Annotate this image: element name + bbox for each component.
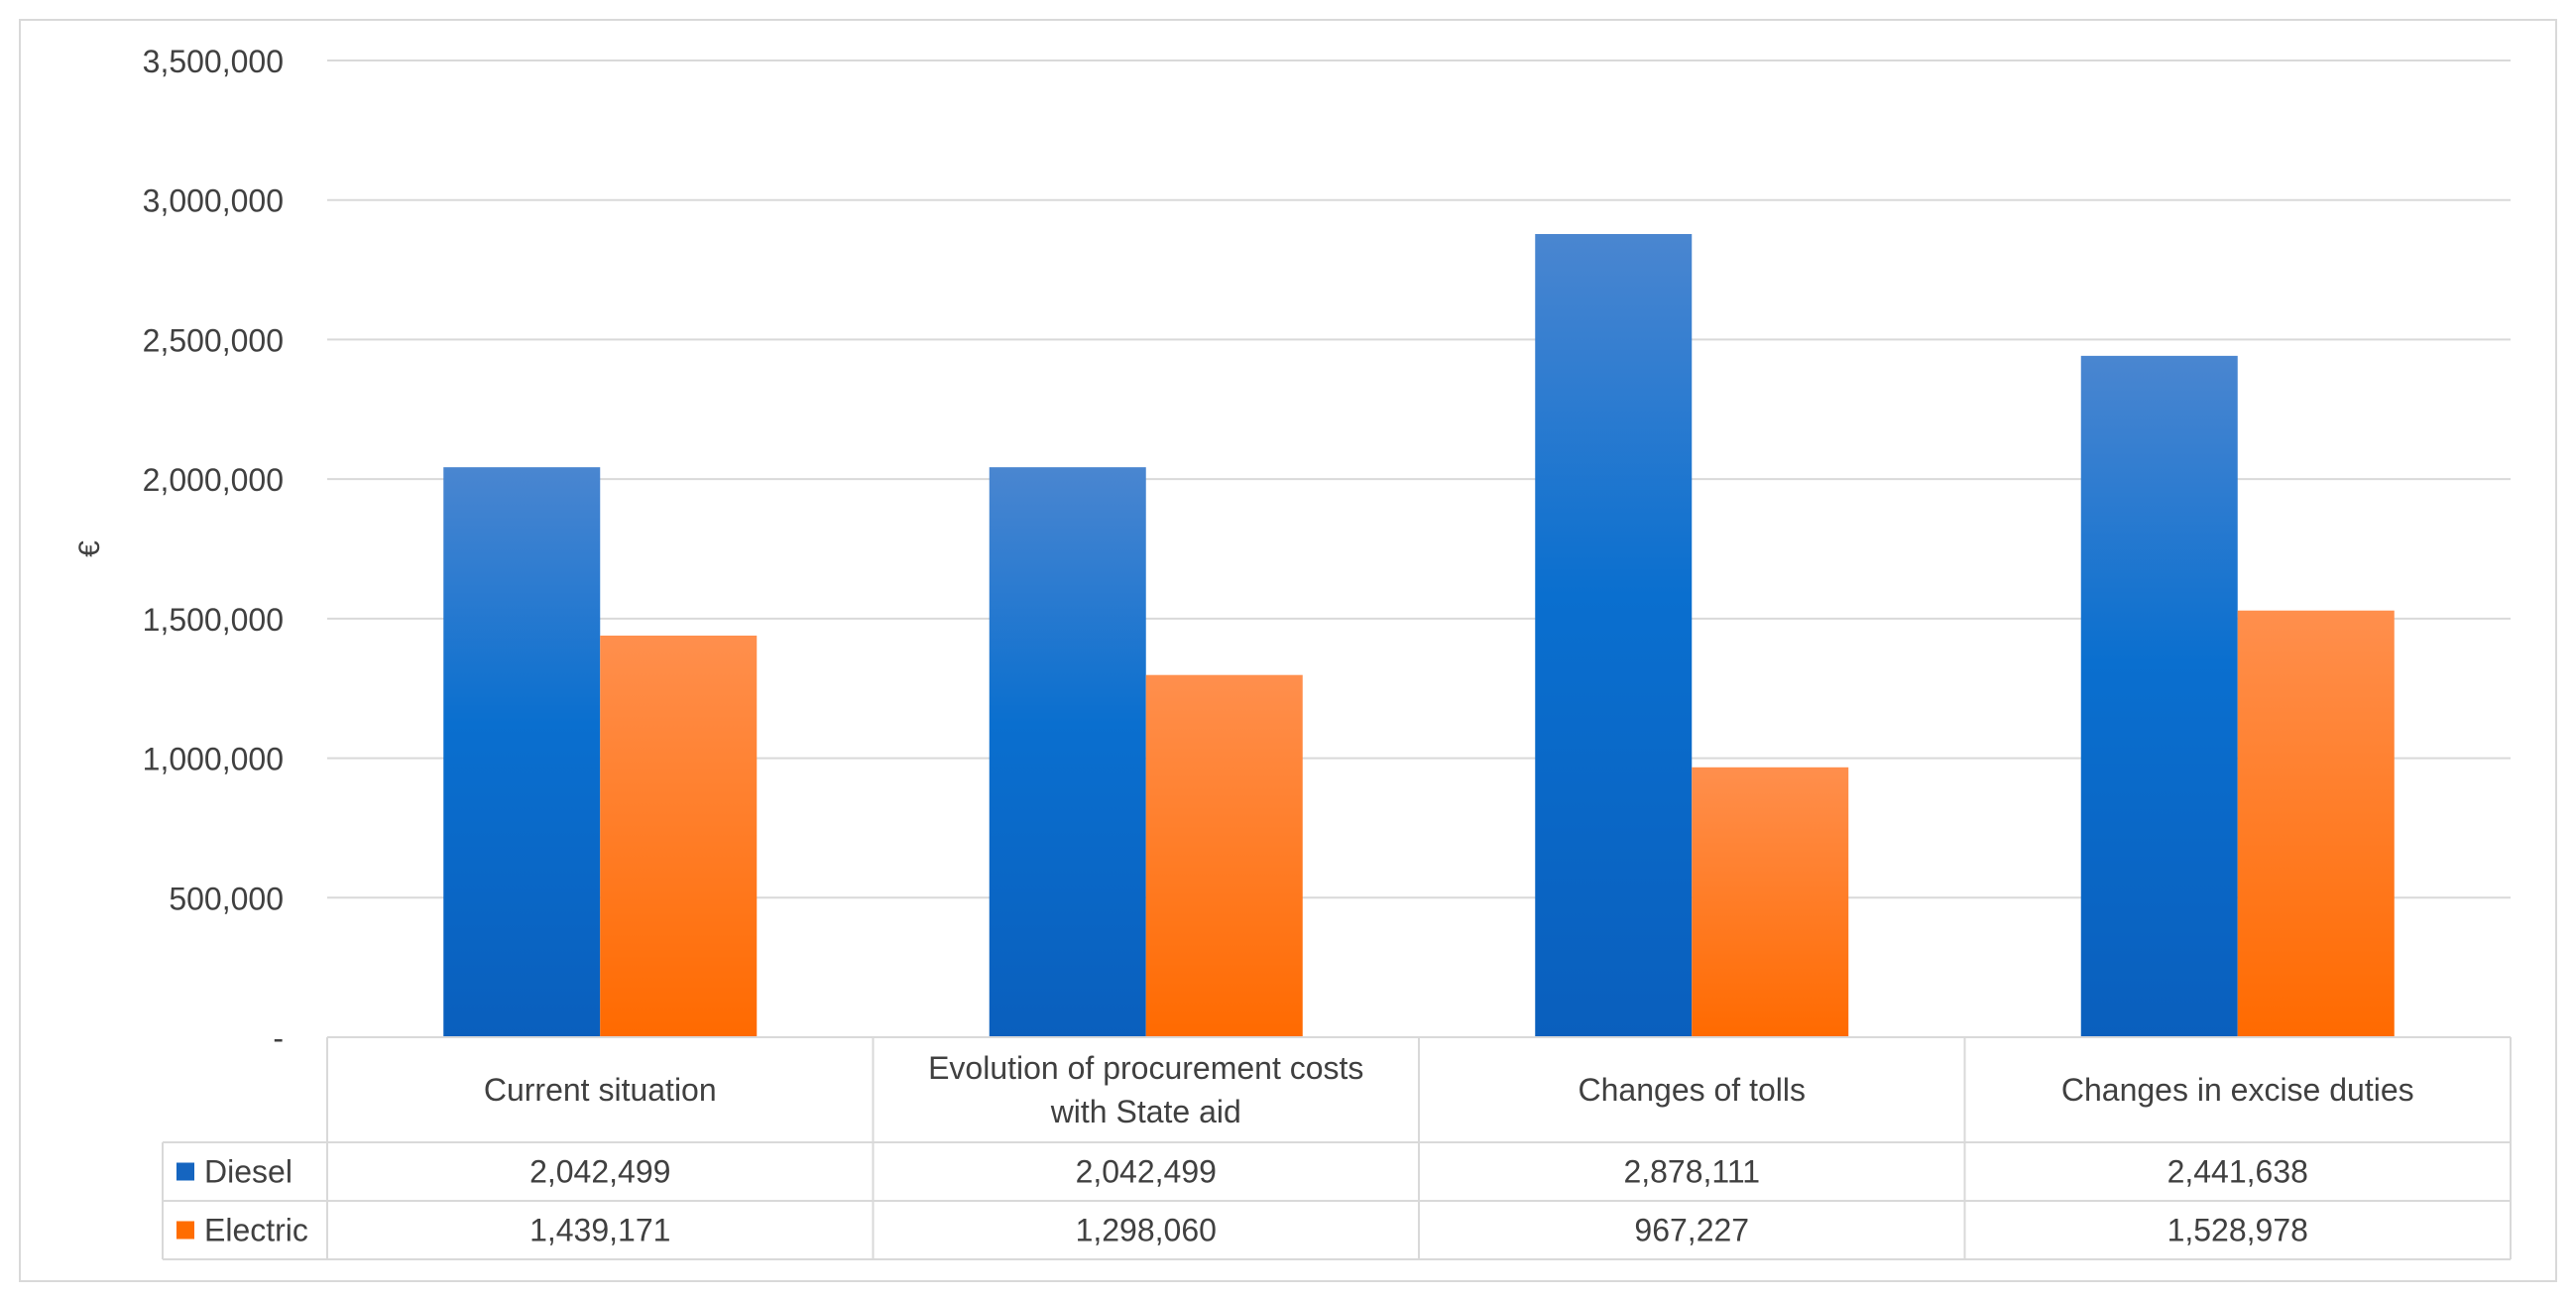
- category-label: Current situation: [484, 1072, 717, 1108]
- bar-diesel: [2080, 355, 2238, 1038]
- bar-electric: [1692, 767, 1849, 1037]
- legend-label-diesel: Diesel: [204, 1154, 293, 1190]
- legend-label-electric: Electric: [204, 1213, 308, 1248]
- bar-diesel: [443, 467, 601, 1037]
- data-value-label: 2,042,499: [529, 1154, 670, 1190]
- data-value-label: 967,227: [1634, 1213, 1749, 1248]
- bar-diesel: [989, 467, 1146, 1037]
- y-tick-label: 3,000,000: [143, 183, 284, 219]
- y-tick-label: 500,000: [169, 881, 284, 916]
- y-tick-label: 3,500,000: [143, 44, 284, 79]
- legend-swatch-diesel: [176, 1162, 194, 1181]
- y-tick-label: 2,500,000: [143, 322, 284, 358]
- bar-electric: [600, 635, 758, 1037]
- bar-electric: [2237, 610, 2395, 1037]
- y-axis-label: €: [73, 540, 106, 557]
- data-value-label: 1,439,171: [529, 1213, 670, 1248]
- data-value-label: 1,298,060: [1076, 1213, 1217, 1248]
- category-label: Evolution of procurement costs: [928, 1050, 1363, 1086]
- data-value-label: 2,441,638: [2167, 1154, 2308, 1190]
- y-tick-label: 2,000,000: [143, 462, 284, 498]
- bar-electric: [1145, 674, 1303, 1037]
- y-tick-label: 1,500,000: [143, 602, 284, 638]
- y-tick-label: 1,000,000: [143, 742, 284, 777]
- bar-diesel: [1535, 234, 1693, 1037]
- category-label: Changes in excise duties: [2061, 1072, 2414, 1108]
- category-label: with State aid: [1050, 1094, 1241, 1129]
- data-value-label: 1,528,978: [2167, 1213, 2308, 1248]
- legend-swatch-electric: [176, 1221, 194, 1240]
- y-tick-label: -: [273, 1020, 284, 1056]
- category-label: Changes of tolls: [1579, 1072, 1806, 1108]
- data-value-label: 2,042,499: [1076, 1154, 1217, 1190]
- data-value-label: 2,878,111: [1623, 1154, 1760, 1190]
